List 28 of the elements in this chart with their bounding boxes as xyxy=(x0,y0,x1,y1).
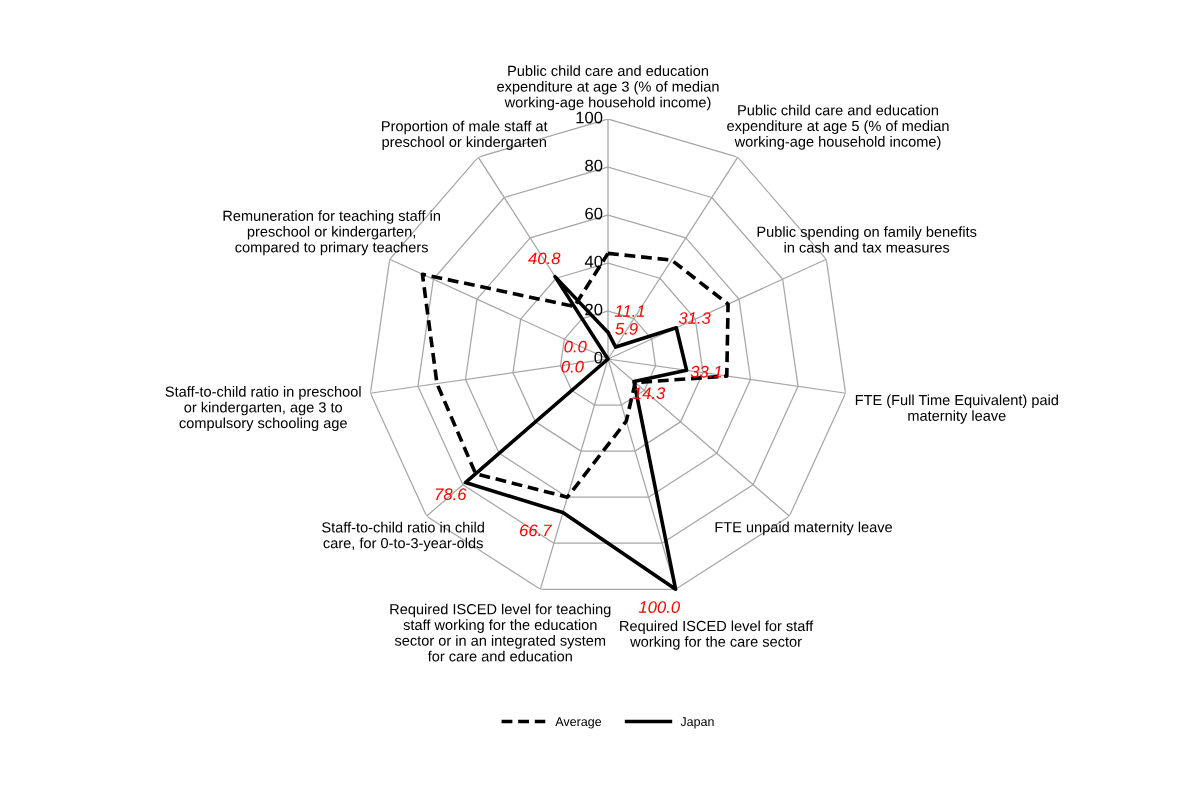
data-label: 33.1 xyxy=(690,365,722,378)
data-label: 40.8 xyxy=(528,252,561,265)
spoke-label: Required ISCED level for staff working for the care sector xyxy=(620,620,814,650)
spoke-label: Public child care and education expenditure at age 5 (% of median working-age household income) xyxy=(727,104,949,150)
legend-label: Japan xyxy=(680,717,714,729)
spoke-label: FTE unpaid maternity leave xyxy=(715,521,893,536)
y-tick-label: 80 xyxy=(585,159,603,172)
y-tick-label: 60 xyxy=(585,207,603,220)
y-tick-label: 40 xyxy=(584,255,603,268)
data-label: 66.7 xyxy=(519,524,552,537)
spoke-label: Staff-to-child ratio in preschool or kindergarten, age 3 to compulsory schooling age xyxy=(165,386,361,432)
data-label: 5.9 xyxy=(615,322,638,335)
data-label: 100.0 xyxy=(638,601,680,613)
data-label: 11.1 xyxy=(614,305,645,317)
data-label: 78.6 xyxy=(435,488,467,501)
spoke-label: Public spending on family benefits in cash and tax measures xyxy=(757,226,977,253)
spoke-label: Public child care and education expenditure at age 3 (% of median working-age household income) xyxy=(497,65,719,111)
spoke-label: Required ISCED level for teaching staff working for the education sector or in an integrated system for care and education xyxy=(390,603,611,662)
spoke-label: Remuneration for teaching staff in preschool or kindergarten, compared to primary teachers xyxy=(223,210,440,256)
data-label: 0.0 xyxy=(561,360,584,373)
spoke-label: FTE (Full Time Equivalent) paid maternity leave xyxy=(855,394,1058,424)
y-tick-label: 100 xyxy=(576,111,603,124)
data-label: 31.3 xyxy=(678,312,711,324)
data-label: 0.0 xyxy=(564,340,587,353)
legend-label: Average xyxy=(555,717,602,729)
spoke-label: Proportion of male staff at preschool or kindergarten xyxy=(382,120,548,150)
y-tick-label: 0 xyxy=(594,351,603,364)
spoke-label: Staff-to-child ratio in child care, for 0-to-3-year-olds xyxy=(322,521,484,552)
